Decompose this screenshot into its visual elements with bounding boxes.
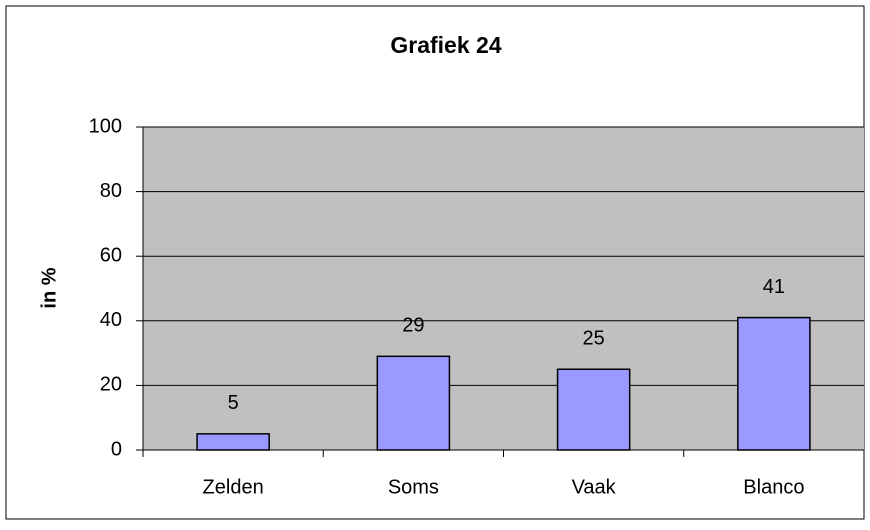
y-tick-label: 80 <box>100 180 122 202</box>
y-tick-label: 40 <box>100 309 122 331</box>
bar <box>376 355 451 451</box>
bar <box>737 316 811 451</box>
y-tick-label: 100 <box>89 115 122 137</box>
bar <box>556 368 631 451</box>
y-tick-label: 20 <box>100 374 122 396</box>
data-label: 25 <box>583 328 605 350</box>
x-tick-label: Blanco <box>743 476 804 498</box>
data-label: 29 <box>402 315 424 337</box>
bar <box>196 433 270 451</box>
data-label: 41 <box>763 276 785 298</box>
y-tick-label: 0 <box>111 438 122 460</box>
chart-title: Grafiek 24 <box>390 32 501 58</box>
y-tick-label: 60 <box>100 244 122 266</box>
y-axis-label: in % <box>38 267 60 308</box>
x-tick-label: Vaak <box>572 476 617 498</box>
x-tick-label: Soms <box>388 476 439 498</box>
x-tick-label: Zelden <box>203 476 264 498</box>
data-label: 5 <box>228 392 239 414</box>
